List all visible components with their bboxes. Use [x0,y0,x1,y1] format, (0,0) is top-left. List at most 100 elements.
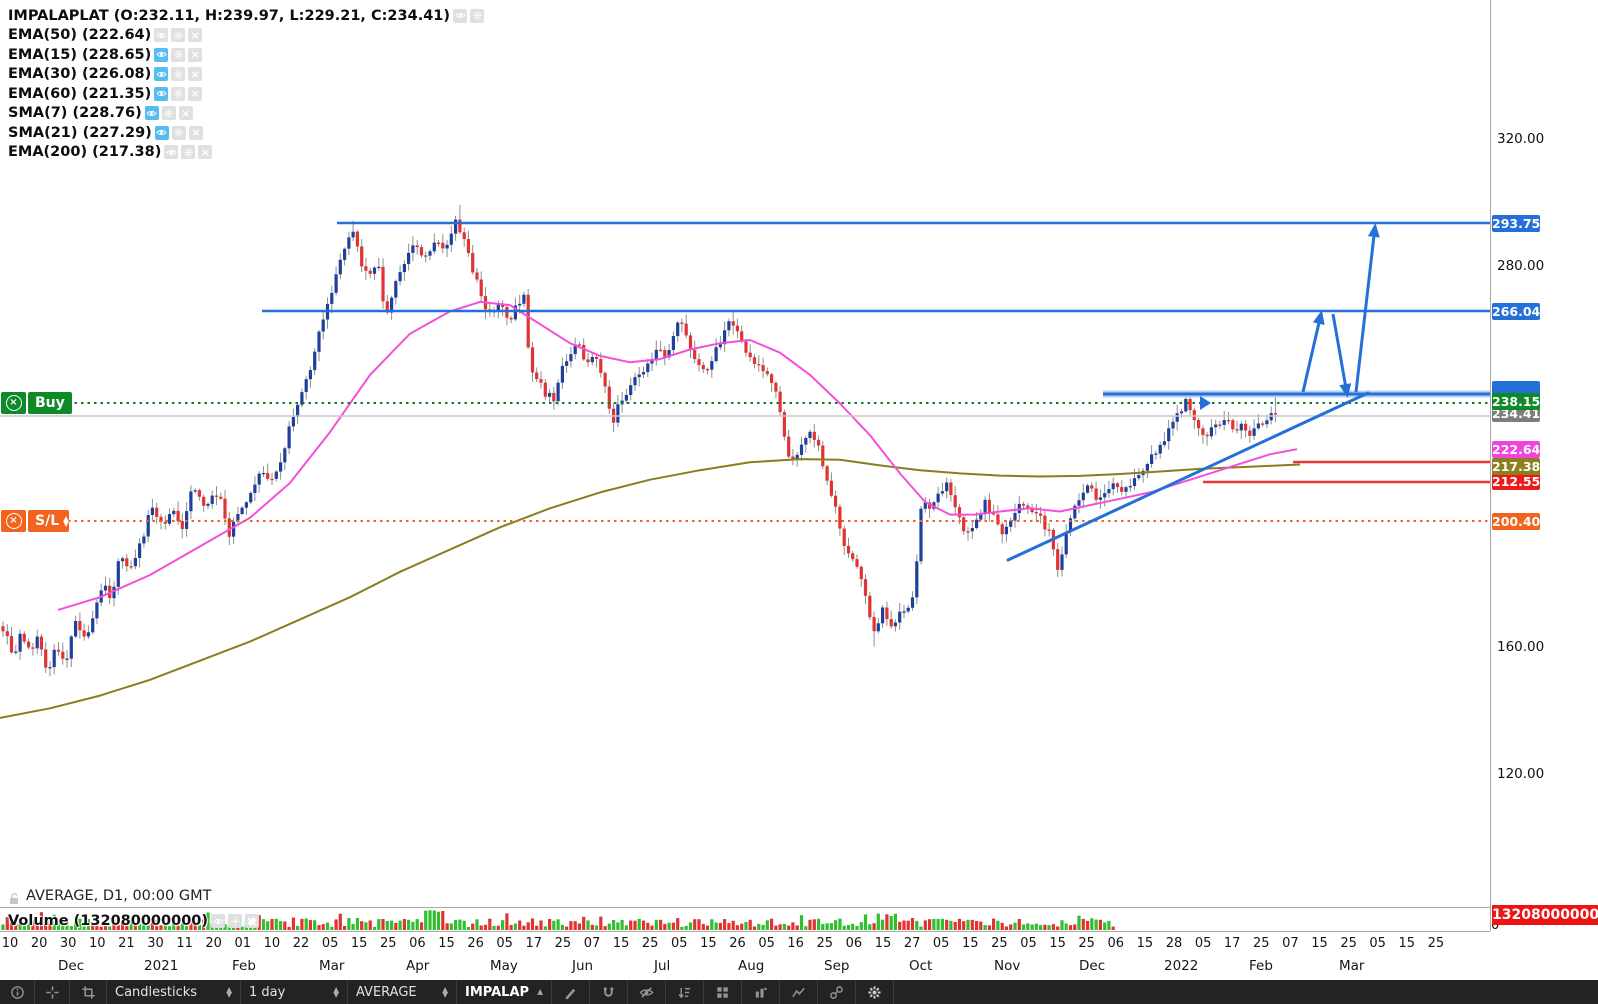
close-icon[interactable]: × [245,914,259,928]
series-dropdown[interactable]: AVERAGE ▲ ▼ [348,980,457,1004]
stop-loss-label: S/L [35,513,60,529]
timeframe-dropdown[interactable]: 1 day ▲ ▼ [241,980,348,1004]
day-tick-label: 05 [1369,936,1386,951]
price-badge: 212.55 [1492,472,1541,490]
price-badge: 200.40 [1492,512,1541,530]
indicator-label: EMA(60) (221.35) [8,85,152,102]
timeframe-label: 1 day [249,984,286,1000]
candlesticks [1,204,1278,676]
eye-off-icon [639,985,654,1000]
day-tick-label: 01 [234,936,252,951]
symbol-dropdown[interactable]: IMPALAP ▲ [457,980,552,1004]
close-icon[interactable]: × [188,28,203,43]
gear-icon[interactable] [171,47,186,62]
day-tick-label: 10 [1,936,19,951]
close-stop-loss-icon[interactable]: × [1,510,26,532]
month-tick-label: Dec [1079,958,1106,974]
settings-button[interactable] [856,980,894,1004]
month-tick-label: Apr [406,958,430,974]
close-order-icon[interactable]: × [1,392,26,414]
indicator-label: EMA(30) (226.08) [8,66,152,83]
price-axis-label: 280.00 [1497,258,1545,274]
month-tick-label: Feb [232,958,256,974]
chart-type-dropdown[interactable]: Candlesticks ▲ ▼ [107,980,241,1004]
gear-icon[interactable] [171,125,186,140]
symbol-legend-row: IMPALAPLAT (O:232.11, H:239.97, L:229.21… [8,6,485,26]
month-tick-label: Oct [909,958,933,974]
day-tick-label: 25 [991,936,1008,951]
day-tick-label: 26 [729,936,746,951]
hide-drawings-button[interactable] [628,980,666,1004]
day-tick-label: 05 [671,936,688,951]
draw-button[interactable] [552,980,590,1004]
link-button[interactable] [818,980,856,1004]
indicator-label: SMA(7) (228.76) [8,105,142,122]
close-icon[interactable]: × [178,106,193,121]
buy-order-badge: × Buy [1,392,72,414]
info-icon [10,985,25,1000]
day-tick-label: 15 [1136,936,1154,951]
day-tick-label: 05 [932,936,950,951]
adjust-stop-loss-arrows[interactable]: ▲ ▼ [63,513,69,528]
chevron-updown-icon: ▲ ▼ [442,984,448,999]
crop-button[interactable] [70,980,107,1004]
eye-icon[interactable] [154,28,169,43]
close-icon[interactable]: × [188,67,203,82]
price-chart-canvas[interactable] [0,0,1598,980]
close-icon[interactable]: × [188,86,203,101]
eye-icon[interactable] [154,67,169,82]
price-badge: 238.15 [1492,392,1541,410]
ma-line-ema200 [0,458,1301,719]
close-icon[interactable]: × [188,47,203,62]
eye-icon[interactable] [164,145,179,160]
sort-button[interactable] [666,980,704,1004]
crosshair-button[interactable] [35,980,70,1004]
gear-icon[interactable] [171,86,186,101]
gear-icon[interactable] [470,8,485,23]
gear-icon[interactable] [228,914,242,928]
layout-grid-button[interactable] [704,980,742,1004]
eye-icon[interactable] [144,106,159,121]
magnet-button[interactable] [590,980,628,1004]
day-tick-label: 27 [903,936,921,951]
info-button[interactable] [0,980,35,1004]
stop-loss-control[interactable]: S/L ▲ ▼ [28,510,69,532]
link-icon [829,985,844,1000]
day-tick-label: 30 [147,936,164,951]
gear-icon[interactable] [161,106,176,121]
indicator-legend-row: EMA(30) (226.08) × [8,65,484,85]
day-tick-label: 05 [758,936,775,951]
gear-icon[interactable] [171,67,186,82]
month-tick-label: Dec [58,958,85,974]
day-tick-label: 15 [612,936,630,951]
day-tick-label: 16 [787,936,804,951]
stop-loss-badge: × S/L ▲ ▼ [1,510,69,532]
month-tick-label: Aug [738,958,765,974]
pane-borders [0,0,1491,932]
month-tick-label: Jul [654,958,671,974]
eye-icon[interactable] [154,86,169,101]
close-icon[interactable]: × [188,125,203,140]
day-tick-label: 25 [641,936,659,951]
eye-icon[interactable] [453,8,468,23]
zigzag-icon [791,985,806,1000]
day-tick-label: 25 [816,936,834,951]
day-tick-label: 15 [1311,936,1328,951]
volume-bars [1,910,1115,930]
gear-icon[interactable] [181,145,196,160]
eye-icon[interactable] [211,914,225,928]
trendline-tool-button[interactable] [780,980,818,1004]
chart-panels-button[interactable] [742,980,780,1004]
indicator-label: SMA(21) (227.29) [8,124,152,141]
day-tick-label: 15 [700,936,717,951]
close-icon[interactable]: × [198,145,213,160]
eye-icon[interactable] [154,47,169,62]
indicator-legend-row: EMA(60) (221.35) × [8,84,484,104]
month-tick-label: Nov [994,958,1021,974]
buy-order-label[interactable]: Buy [28,392,72,414]
chart-type-label: Candlesticks [115,984,198,1000]
eye-icon[interactable] [154,125,169,140]
gear-icon[interactable] [171,28,186,43]
indicator-legend-row: EMA(50) (222.64) × [8,26,484,46]
